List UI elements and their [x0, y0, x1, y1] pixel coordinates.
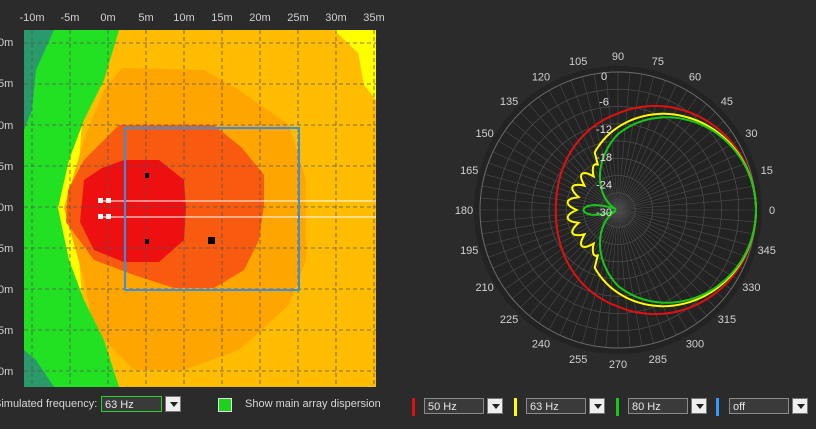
polar-angle-label: 0 [769, 205, 775, 217]
speaker-marker [98, 214, 103, 219]
series-color-swatch [514, 398, 517, 416]
sub-marker [145, 173, 149, 178]
speaker-marker [106, 198, 111, 203]
freq-dropdown-button-4[interactable] [792, 398, 808, 414]
polar-angle-label: 255 [569, 354, 587, 366]
polar-angle-label: 180 [455, 205, 473, 217]
polar-db-label: -30 [596, 207, 612, 219]
polar-db-label: -18 [596, 152, 612, 164]
polar-angle-label: 105 [569, 56, 587, 68]
y-tick: 5m [0, 161, 14, 173]
heatmap-zone-green [24, 30, 119, 387]
heatmap-zone-yellow-right [354, 30, 376, 100]
simulated-frequency-dropdown-button[interactable] [165, 396, 181, 412]
speaker-marker [106, 214, 111, 219]
coverage-heatmap[interactable] [24, 30, 376, 387]
polar-angle-label: 225 [500, 314, 518, 326]
x-tick: 35m [363, 12, 385, 24]
polar-angle-label: 120 [532, 72, 550, 84]
polar-ring [496, 88, 740, 332]
simulated-frequency-select[interactable]: 63 Hz [101, 396, 162, 412]
series-color-swatch [716, 398, 719, 416]
x-tick: 20m [249, 12, 271, 24]
show-dispersion-checkbox[interactable] [218, 398, 232, 412]
heatmap-zone-red [80, 160, 186, 262]
polar-angle-label: 30 [745, 128, 757, 140]
polar-ring [531, 123, 705, 297]
series-color-swatch [412, 398, 415, 416]
polar-ring [548, 140, 688, 280]
freq-dropdown-button-3[interactable] [691, 398, 707, 414]
polar-angle-label: 315 [718, 314, 736, 326]
polar-angle-label: 45 [721, 96, 733, 108]
polar-series-curve [554, 104, 758, 316]
x-tick: -10m [19, 12, 45, 24]
polar-angle-label: 165 [460, 165, 478, 177]
y-tick: 0m [0, 120, 14, 132]
polar-labels: 90 75604530150345330315300285270255240225… [455, 51, 776, 371]
polar-angle-label: 345 [758, 245, 776, 257]
polar-db-label: -24 [596, 179, 612, 191]
x-tick: 10m [173, 12, 195, 24]
sub-marker [145, 239, 149, 244]
polar-plot: 90 75604530150345330315300285270255240225… [455, 51, 776, 371]
freq-select-1[interactable]: 50 Hz [424, 398, 484, 414]
polar-angle-label: 210 [475, 282, 493, 294]
x-tick: -5m [60, 12, 80, 24]
speaker-marker [98, 198, 103, 203]
polar-angle-label: 270 [609, 359, 627, 371]
polar-ring [600, 192, 636, 228]
listener-marker [208, 237, 215, 244]
polar-ring [514, 106, 722, 314]
y-tick: 0m [0, 37, 14, 49]
polar-angle-label: 240 [532, 338, 550, 350]
x-tick: 15m [211, 12, 233, 24]
polar-series-curve [566, 112, 758, 308]
series-color-swatch [616, 398, 619, 416]
simulated-frequency-label: Simulated frequency: [0, 398, 98, 410]
y-tick: 0m [0, 366, 14, 378]
freq-dropdown-button-2[interactable] [589, 398, 605, 414]
freq-select-4[interactable]: off [729, 398, 789, 414]
polar-angle-label: 135 [500, 96, 518, 108]
heatmap-zone-teal [24, 30, 54, 130]
polar-angle-label: 300 [686, 338, 704, 350]
heatmap-zone-teal-bottom [24, 350, 54, 387]
listening-area-rect [124, 127, 300, 291]
polar-angle-label: 15 [761, 165, 773, 177]
polar-series [554, 104, 758, 316]
freq-select-3[interactable]: 80 Hz [628, 398, 688, 414]
polar-series-curve [582, 116, 758, 304]
y-tick: 5m [0, 243, 14, 255]
y-tick: 0m [0, 202, 14, 214]
polar-db-label: -6 [599, 97, 609, 109]
show-dispersion-label: Show main array dispersion [245, 398, 381, 410]
polar-db-label: -12 [596, 124, 612, 136]
polar-angle-label: 90 [612, 51, 624, 63]
y-tick: 5m [0, 325, 14, 337]
polar-grid [474, 66, 762, 354]
polar-angle-label: 75 [652, 56, 664, 68]
polar-db-label: 0 [601, 71, 607, 83]
polar-ring [565, 157, 671, 263]
x-tick: 0m [100, 12, 116, 24]
polar-angle-label: 150 [475, 128, 493, 140]
x-tick: 25m [287, 12, 309, 24]
freq-dropdown-button-1[interactable] [487, 398, 503, 414]
freq-select-2[interactable]: 63 Hz [526, 398, 586, 414]
heatmap-grid [24, 30, 376, 387]
x-tick: 30m [325, 12, 347, 24]
y-tick: 0m [0, 284, 14, 296]
polar-angle-label: 285 [649, 354, 667, 366]
y-tick: 5m [0, 78, 14, 90]
polar-angle-label: 60 [689, 72, 701, 84]
polar-angle-label: 330 [742, 282, 760, 294]
polar-angle-label: 195 [460, 245, 478, 257]
x-tick: 5m [138, 12, 154, 24]
